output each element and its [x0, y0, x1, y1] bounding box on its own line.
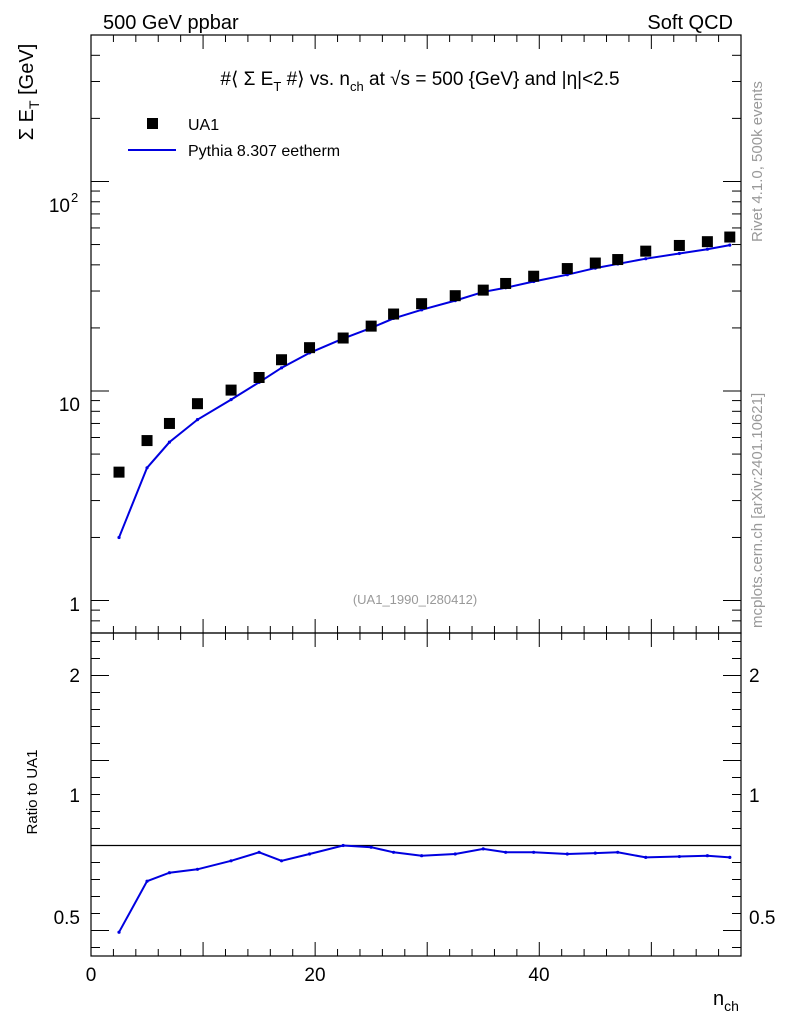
mcplots-label: mcplots.cern.ch [arXiv:2401.10621] [749, 393, 766, 628]
mc-point [644, 257, 648, 261]
ratio-ytick-label-right-1: 1 [749, 786, 760, 807]
ratio-point [565, 852, 569, 856]
mc-point [195, 418, 200, 422]
ratio-point [341, 843, 345, 848]
ratio-point [616, 850, 620, 854]
mc-point [728, 243, 732, 247]
header-left: 500 GeV ppbar [103, 12, 239, 34]
legend-data-label: UA1 [188, 117, 219, 134]
ratio-point [504, 850, 508, 854]
ratio-series-line [118, 844, 730, 933]
ratio-point [279, 859, 284, 863]
ratio-point [532, 850, 536, 854]
data-point [337, 332, 349, 344]
mc-point [167, 440, 172, 444]
data-point [253, 371, 265, 383]
data-point [500, 277, 512, 289]
ratio-point [307, 852, 312, 856]
data-point [477, 284, 489, 296]
ratio-point [453, 852, 457, 856]
ratio-point [420, 854, 424, 858]
header-right: Soft QCD [647, 12, 733, 34]
ratio-point [369, 845, 373, 849]
data-point [612, 254, 624, 266]
xtick-label-20: 20 [304, 965, 325, 986]
ratio-point [195, 867, 200, 871]
ratio-data-layer [91, 843, 741, 934]
main-y-axis-label: Σ ET [GeV] [16, 44, 42, 141]
data-point [388, 308, 400, 320]
data-point [163, 417, 175, 429]
ratio-point [257, 850, 261, 854]
data-point [225, 384, 237, 396]
data-point [701, 236, 713, 248]
ratio-point [728, 855, 732, 860]
main-ytick-label-100-exponent: 2 [71, 190, 78, 205]
data-point [528, 270, 540, 282]
xtick-label-0: 0 [86, 965, 97, 986]
xtick-label-40: 40 [528, 965, 549, 986]
data-point [561, 263, 573, 275]
mc-series-line [118, 244, 730, 538]
main-data-layer [113, 231, 736, 540]
mc-point [279, 366, 284, 370]
mc-point [229, 397, 233, 402]
ratio-point [593, 851, 597, 855]
x-axis-label: nch [713, 988, 739, 1014]
ratio-point [391, 850, 396, 854]
main-ytick-label-10: 10 [59, 395, 80, 416]
data-point [113, 466, 125, 478]
data-point [673, 239, 685, 251]
ratio-ytick-label-0.5: 0.5 [54, 908, 80, 929]
ratio-point [145, 879, 149, 883]
data-point [724, 231, 736, 243]
mc-point [677, 251, 681, 256]
data-point [276, 354, 288, 366]
data-point [141, 435, 153, 447]
main-title: #⟨ Σ ET #⟩ vs. nch at √s = 500 {GeV} and… [220, 69, 619, 94]
legend-data-marker [147, 118, 158, 129]
legend-mc-label: Pythia 8.307 eetherm [188, 143, 340, 160]
mc-point [117, 535, 121, 540]
data-point [449, 290, 461, 302]
ratio-point [705, 854, 709, 858]
ratio-point [481, 847, 485, 851]
data-point [640, 245, 652, 257]
rivet-label: Rivet 4.1.0, 500k events [749, 81, 766, 242]
ratio-point [644, 855, 648, 860]
ratio-plot-frame [90, 632, 742, 957]
ratio-ytick-label-1: 1 [69, 786, 80, 807]
ratio-point [677, 854, 681, 859]
mc-point [145, 466, 149, 470]
ratio-axis-ticks [90, 633, 742, 956]
mc-point [705, 247, 709, 251]
data-point [589, 257, 601, 269]
analysis-label: (UA1_1990_I280412) [353, 592, 477, 607]
ratio-y-axis-label: Ratio to UA1 [24, 749, 41, 834]
data-point [191, 398, 203, 410]
data-point [304, 342, 316, 354]
main-ytick-label-1: 1 [69, 595, 80, 616]
ratio-point [117, 930, 121, 934]
data-point [365, 320, 377, 332]
ratio-ytick-label-right-0.5: 0.5 [749, 908, 775, 929]
main-ytick-label-100: 10 [49, 196, 70, 217]
ratio-ytick-label-2: 2 [69, 666, 80, 687]
data-point [416, 298, 428, 310]
ratio-point [167, 871, 172, 875]
main-axis-ticks [90, 34, 742, 634]
ratio-point [229, 859, 233, 863]
ratio-ytick-label-right-2: 2 [749, 666, 760, 687]
